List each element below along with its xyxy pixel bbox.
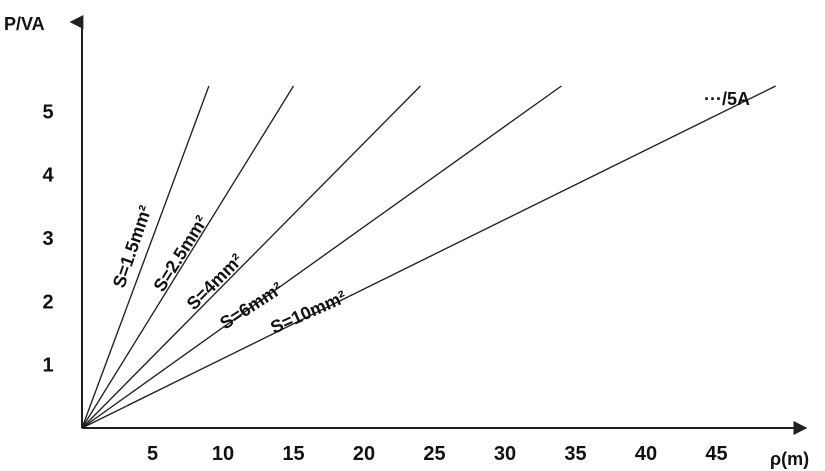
y-tick-label: 2 [42,291,53,313]
axes-group [69,15,808,435]
series-line-2 [81,85,421,429]
series-line-0 [81,85,210,429]
x-tick-label: 15 [282,443,304,465]
y-tick-label: 5 [42,101,53,123]
x-tick-label: 20 [353,443,375,465]
x-tick-label: 45 [705,443,727,465]
y-axis-title: P/VA [4,14,45,34]
y-tick-label: 3 [42,228,53,250]
series-line-4 [81,85,776,429]
series-group [81,85,776,429]
x-axis-title: ρ(m) [770,449,809,469]
y-tick-label: 4 [42,165,54,187]
x-tick-label: 30 [494,443,516,465]
x-tick-label: 35 [564,443,586,465]
series-line-1 [81,85,295,429]
x-tick-label: 40 [635,443,657,465]
x-tick-label: 10 [212,443,234,465]
y-tick-label-group: 1 2 3 4 5 [42,101,54,376]
x-tick-label: 5 [147,443,158,465]
series-line-3 [81,85,562,429]
annotation-label: ···/5A [704,89,750,109]
x-tick-label-group: 5 10 15 20 25 30 35 40 45 [147,443,728,465]
x-tick-label: 25 [423,443,445,465]
y-tick-label: 1 [42,355,53,377]
series-labels-group: S=1.5mm² S=2.5mm² S=4mm² S=6mm² S=10mm² [109,203,349,338]
